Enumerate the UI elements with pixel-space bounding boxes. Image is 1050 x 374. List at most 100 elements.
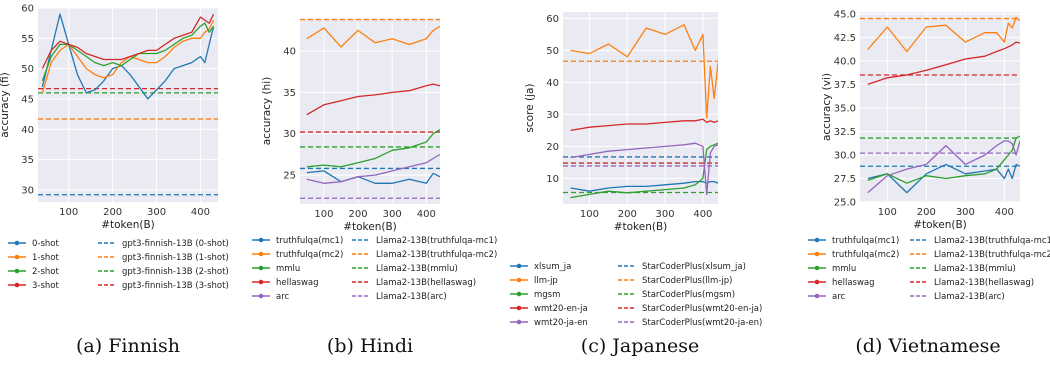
legend-entry: arc [276,292,290,302]
series-line [306,83,440,116]
legend-marker [814,237,820,243]
series-line [570,24,718,119]
y-tick-label: 30.0 [834,150,856,161]
grid-lines [300,18,440,204]
plot-marks [38,13,218,196]
y-tick-label: 27.5 [834,174,856,185]
x-tick-label: 200 [917,207,936,218]
legend-entry: Llama2-13B(arc) [934,292,1005,302]
legend-marker [14,240,20,246]
x-tick-label: 300 [956,207,975,218]
y-tick-label: 40 [283,47,296,58]
legend-marker [814,265,820,271]
series-line [570,142,718,199]
series-line [306,170,440,184]
y-tick-label: 20 [546,142,559,153]
legend-entry: Llama2-13B(truthfulqa-mc2) [376,250,497,260]
legend-entry: StarCoderPlus(xlsum_ja) [642,262,746,272]
y-tick-label: 25 [283,171,296,182]
x-tick-label: 400 [693,209,712,220]
legend-entry: gpt3-finnish-13B (2-shot) [122,267,229,277]
y-tick-label: 35 [21,155,34,166]
x-tick-label: 200 [618,209,637,220]
legend: 0-shot 1-shot 2-shot 3-shot gpt3-finnish-13B… [8,239,229,291]
legend-marker [14,254,20,260]
series-line [306,129,440,168]
series-line [867,163,1020,194]
plot-area [563,12,718,204]
y-tick-label: 50 [546,46,559,57]
y-tick-label: 30 [21,185,34,196]
legend-marker [14,282,20,288]
y-tick-label: 10 [546,174,559,185]
panel-caption: (d) Vietnamese [855,335,1000,357]
x-tick-label: 300 [383,209,402,220]
chart-panel-2: 25 30 35 40 100 200 300 400 #token(B) accuracy (h… [252,18,497,357]
y-axis-label: accuracy (fi) [0,72,11,138]
series-line [867,140,1020,194]
series-line [867,135,1020,184]
legend-marker [258,251,264,257]
series-line [306,153,440,184]
series-line [41,13,215,69]
legend-entry: mgsm [534,290,560,300]
plot-marks [563,24,718,199]
y-tick-label: 50 [21,64,34,75]
y-tick-label: 42.5 [834,33,856,44]
y-tick-label: 60 [546,14,559,25]
legend-entry: truthfulqa(mc1) [832,236,899,246]
y-tick-label: 60 [21,4,34,15]
legend-entry: mmlu [276,264,300,274]
y-tick-label: 45.0 [834,9,856,20]
legend-marker [516,277,522,283]
legend-entry: gpt3-finnish-13B (0-shot) [122,239,229,249]
y-tick-label: 40 [21,125,34,136]
legend-entry: arc [832,292,846,302]
x-axis-label: #token(B) [343,221,397,233]
y-axis-label: accuracy (hi) [261,77,273,145]
legend-entry: truthfulqa(mc2) [276,250,343,260]
x-tick-label: 200 [349,209,368,220]
legend-entry: StarCoderPlus(wmt20-en-ja) [642,304,762,314]
x-tick-label: 100 [580,209,599,220]
legend-entry: Llama2-13B(truthfulqa-mc2) [934,250,1050,260]
legend-entry: Llama2-13B(hellaswag) [934,278,1034,288]
legend: xlsum_ja llm-jp mgsm wmt20-en-ja wmt20-ja-en… [510,262,762,328]
panel-caption: (b) Hindi [327,335,413,357]
y-tick-label: 55 [21,34,34,45]
legend-entry: StarCoderPlus(wmt20-ja-en) [642,318,762,328]
x-tick-label: 400 [995,207,1014,218]
x-tick-label: 100 [878,207,897,218]
y-tick-label: 35.0 [834,103,856,114]
legend-entry: Llama2-13B(truthfulqa-mc1) [376,236,497,246]
legend-marker [258,279,264,285]
legend-entry: 3-shot [32,281,59,291]
y-tick-label: 45 [21,94,34,105]
legend-entry: StarCoderPlus(mgsm) [642,290,735,300]
legend-entry: 0-shot [32,239,59,249]
grid-lines [38,7,218,202]
series-line [41,22,215,82]
x-tick-label: 100 [59,207,78,218]
legend-entry: hellaswag [276,278,319,288]
x-tick-label: 400 [417,209,436,220]
chart-panel-1: 30 35 40 45 50 55 60 100 200 300 400 #token(B) accur… [0,4,229,358]
y-tick-label: 37.5 [834,80,856,91]
x-axis-label: #token(B) [913,219,967,231]
legend-marker [14,268,20,274]
series-line [306,25,440,48]
legend-entry: Llama2-13B(arc) [376,292,447,302]
legend-entry: gpt3-finnish-13B (1-shot) [122,253,229,263]
legend-entry: hellaswag [832,278,875,288]
legend-entry: wmt20-en-ja [534,304,588,314]
plot-area [38,8,218,202]
legend-entry: Llama2-13B(hellaswag) [376,278,476,288]
y-tick-label: 32.5 [834,127,856,138]
legend: truthfulqa(mc1) truthfulqa(mc2) mmlu hellas… [252,236,497,302]
legend-marker [814,293,820,299]
legend-entry: 1-shot [32,253,59,263]
x-tick-label: 100 [314,209,333,220]
series-line [570,118,718,132]
chart-panel-4: 25.0 27.5 30.0 32.5 35.0 37.5 40.0 42.5 45.0 100 2… [808,9,1050,357]
legend-marker [516,291,522,297]
